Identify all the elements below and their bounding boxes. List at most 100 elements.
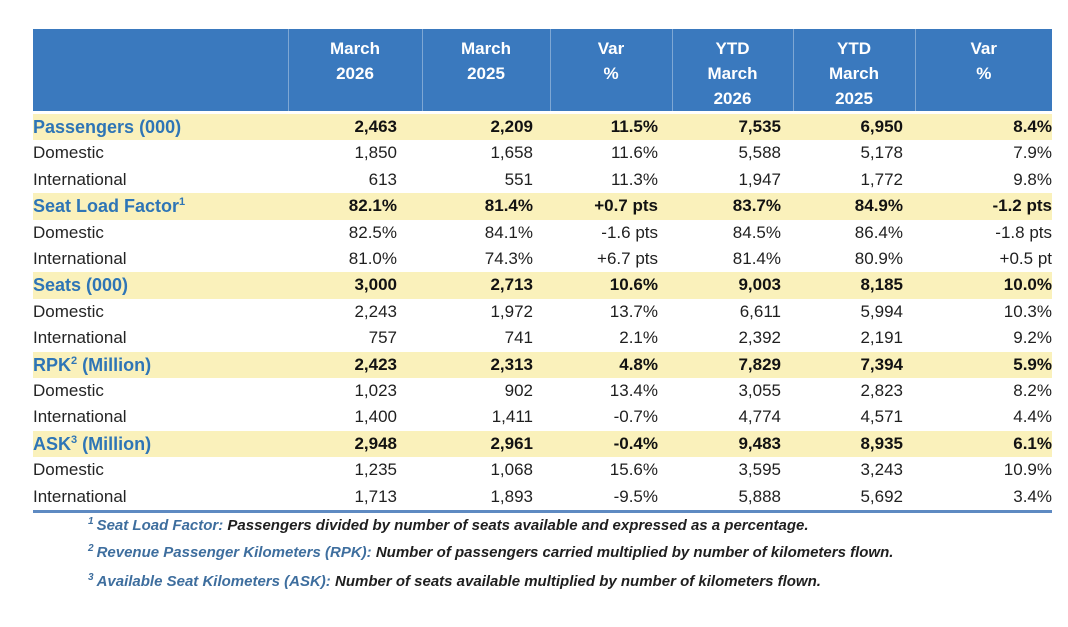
cell-value: 2,243: [354, 301, 397, 321]
row-label: International: [33, 169, 127, 189]
cell-value: 1,400: [354, 407, 397, 427]
cell-value: 7,829: [672, 351, 793, 379]
footnote-term: Available Seat Kilometers (ASK):: [96, 573, 331, 590]
row-label: Domestic: [33, 381, 104, 401]
cell-value: 6,950: [793, 112, 915, 141]
cell-value: 4,774: [738, 407, 781, 427]
row-label: International: [33, 249, 127, 269]
cell-value: -1.8 pts: [995, 222, 1052, 242]
cell-value: 3,595: [738, 460, 781, 480]
table-row: Domestic 1,850 1,658 11.6% 5,588 5,178 7.9%: [33, 140, 1052, 166]
cell-value: 10.9%: [1003, 460, 1052, 480]
row-label: RPK2 (Million): [33, 351, 288, 379]
cell-value: 1,772: [860, 169, 903, 189]
cell-value: -1.2 pts: [915, 193, 1052, 220]
cell-value: 2,313: [422, 351, 550, 379]
cell-value: 3,243: [860, 460, 903, 480]
row-label: Domestic: [33, 460, 104, 480]
cell-value: 7,535: [672, 112, 793, 141]
header-march-2025: March 2025: [421, 29, 550, 114]
cell-value: 83.7%: [672, 193, 793, 220]
cell-value: 1,068: [490, 460, 533, 480]
cell-value: 2,392: [738, 328, 781, 348]
header-march-2026: March 2026: [287, 29, 422, 114]
footnote-term: Revenue Passenger Kilometers (RPK):: [96, 544, 372, 561]
label-superscript: 2: [71, 354, 78, 367]
cell-value: 11.6%: [611, 143, 658, 163]
footnote-superscript: 2: [88, 543, 94, 554]
cell-value: -9.5%: [550, 483, 672, 514]
cell-value: 10.0%: [915, 272, 1052, 299]
table-row: ASK3 (Million) 2,948 2,961 -0.4% 9,483 8,935 6…: [33, 430, 1052, 458]
row-label: International: [33, 483, 288, 514]
cell-value: 6,611: [739, 301, 781, 321]
footnote-superscript: 1: [88, 516, 94, 527]
cell-value: 81.4%: [422, 193, 550, 220]
row-label: Domestic: [33, 301, 104, 321]
cell-value: 11.5%: [550, 112, 672, 141]
table-row: International 1,400 1,411 -0.7% 4,774 4,571 4.…: [33, 404, 1052, 430]
table-row: Domestic 82.5% 84.1% -1.6 pts 84.5% 86.4% -1.8…: [33, 220, 1052, 246]
cell-value: 10.6%: [550, 272, 672, 299]
table-header: March 2026 March 2025 Var % YTD March 20…: [33, 29, 1052, 114]
cell-value: 4.4%: [1013, 407, 1052, 427]
row-label: ASK3 (Million): [33, 430, 288, 458]
table-row: International 757 741 2.1% 2,392 2,191 9.2%: [33, 325, 1052, 351]
row-label: Seats (000): [33, 272, 288, 299]
cell-value: 8.4%: [915, 112, 1052, 141]
cell-value: 741: [504, 328, 533, 348]
header-empty-cell: [33, 29, 288, 114]
cell-value: 1,658: [490, 143, 533, 163]
cell-value: 1,023: [354, 381, 397, 401]
row-label: International: [33, 328, 127, 348]
cell-value: 3.4%: [915, 483, 1052, 514]
table-body: Passengers (000) 2,463 2,209 11.5% 7,535 6,95…: [33, 112, 1052, 514]
cell-value: -0.4%: [550, 430, 672, 458]
cell-value: 84.5%: [732, 222, 781, 242]
cell-value: 6.1%: [915, 430, 1052, 458]
cell-value: 2,713: [422, 272, 550, 299]
cell-value: 2,191: [860, 328, 903, 348]
cell-value: 9,483: [672, 430, 793, 458]
footnote-definition: Number of seats available multiplied by …: [330, 573, 821, 590]
row-label: Domestic: [33, 143, 104, 163]
cell-value: 81.0%: [348, 249, 397, 269]
cell-value: 7,394: [793, 351, 915, 379]
footnote: 2 Revenue Passenger Kilometers (RPK): Num…: [88, 543, 893, 562]
row-label: International: [33, 407, 127, 427]
footnote-term: Seat Load Factor:: [96, 517, 224, 534]
cell-value: 5,888: [672, 483, 793, 514]
table-row: Seat Load Factor1 82.1% 81.4% +0.7 pts 83.7%…: [33, 193, 1052, 220]
header-ytd-march-2026: YTD March 2026: [671, 29, 793, 114]
label-superscript: 3: [71, 433, 78, 446]
row-label: Seat Load Factor1: [33, 193, 288, 220]
cell-value: 74.3%: [484, 249, 533, 269]
cell-value: 2.1%: [619, 328, 658, 348]
cell-value: -1.6 pts: [601, 222, 658, 242]
cell-value: 82.5%: [348, 222, 397, 242]
cell-value: 551: [504, 169, 533, 189]
cell-value: 86.4%: [854, 222, 903, 242]
table-row: Domestic 1,023 902 13.4% 3,055 2,823 8.2%: [33, 378, 1052, 404]
table-row: Domestic 2,243 1,972 13.7% 6,611 5,994 10.3%: [33, 299, 1052, 325]
traffic-statistics-table-wrap: March 2026 March 2025 Var % YTD March 20…: [33, 29, 1052, 514]
cell-value: 13.7%: [609, 301, 658, 321]
cell-value: 9.8%: [1013, 169, 1052, 189]
cell-value: 81.4%: [732, 249, 781, 269]
cell-value: 1,947: [738, 169, 781, 189]
cell-value: 4.8%: [550, 351, 672, 379]
cell-value: 84.9%: [793, 193, 915, 220]
cell-value: 5,588: [738, 143, 781, 163]
table-row: RPK2 (Million) 2,423 2,313 4.8% 7,829 7,394 5.…: [33, 351, 1052, 379]
footnote-definition: Passengers divided by number of seats av…: [223, 517, 809, 534]
cell-value: 757: [368, 328, 397, 348]
cell-value: 8,935: [793, 430, 915, 458]
cell-value: 10.3%: [1003, 301, 1052, 321]
header-ytd-march-2025: YTD March 2025: [792, 29, 915, 114]
cell-value: 5,178: [860, 143, 903, 163]
header-row: March 2026 March 2025 Var % YTD March 20…: [33, 29, 1052, 114]
cell-value: 5.9%: [915, 351, 1052, 379]
header-var-pct-month: Var %: [549, 29, 672, 114]
cell-value: 9,003: [672, 272, 793, 299]
footnote: 3 Available Seat Kilometers (ASK): Number…: [88, 572, 893, 591]
